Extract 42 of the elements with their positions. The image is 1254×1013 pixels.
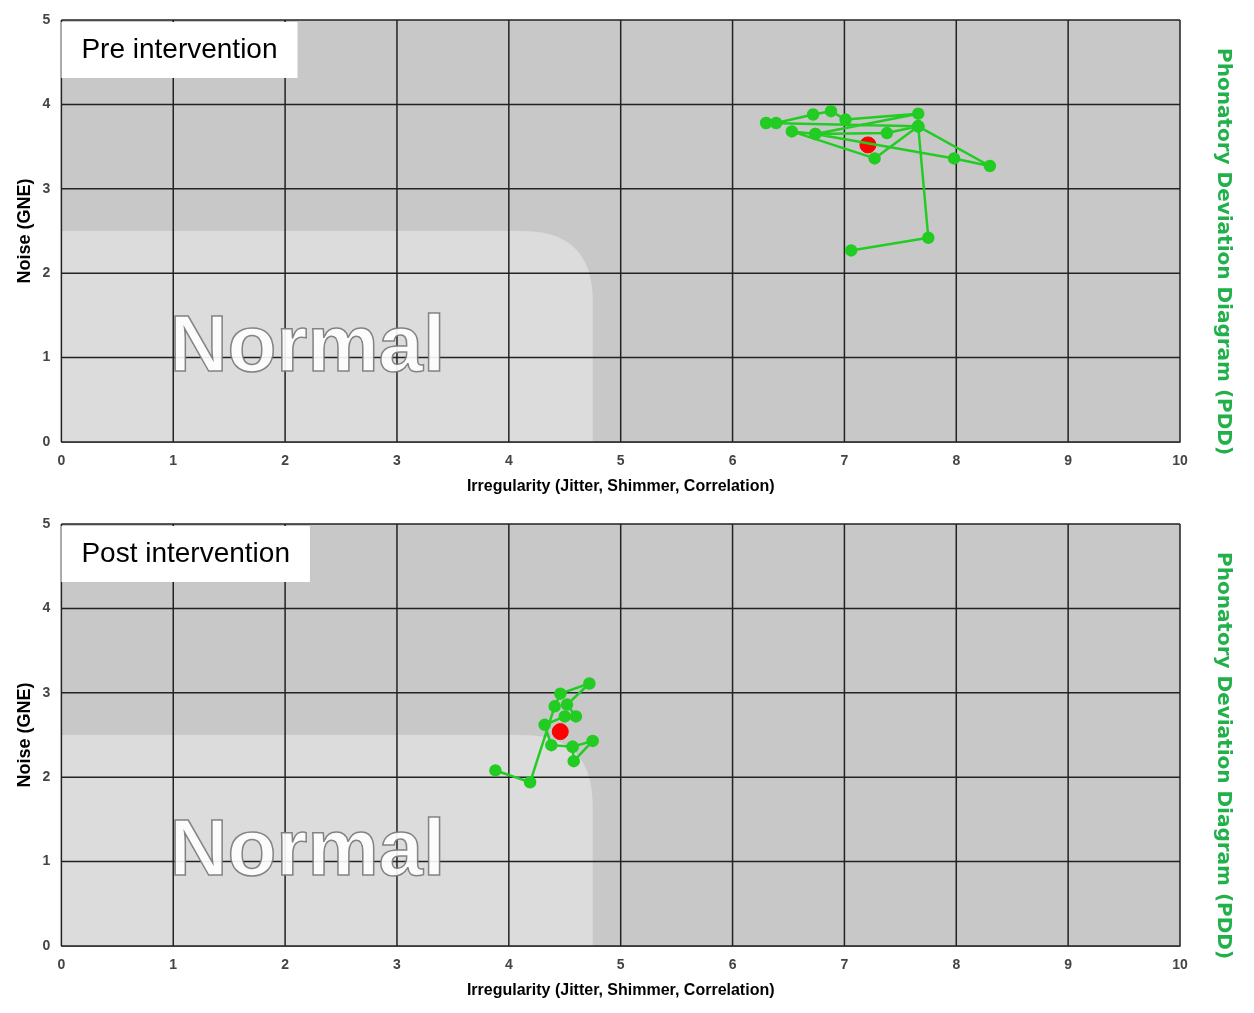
x-tick-label: 10 xyxy=(1172,956,1188,973)
x-tick-label: 0 xyxy=(57,956,66,973)
y-tick-label: 5 xyxy=(42,10,51,27)
y-tick-label: 5 xyxy=(42,514,51,531)
y-tick-label: 4 xyxy=(42,95,51,112)
x-tick-label: 6 xyxy=(728,452,737,469)
y-tick-label: 0 xyxy=(42,432,51,449)
y-tick-label: 1 xyxy=(42,852,51,869)
x-tick-label: 7 xyxy=(840,452,849,469)
y2-axis-title: Phonatory Deviation Diagram (PDD) xyxy=(1213,552,1237,960)
x-tick-label: 8 xyxy=(952,452,961,469)
x-tick-label: 3 xyxy=(393,956,402,973)
y-tick-label: 4 xyxy=(42,599,51,616)
y-tick-label: 1 xyxy=(42,348,51,365)
x-tick-label: 5 xyxy=(616,956,625,973)
y-tick-label: 3 xyxy=(42,179,51,196)
x-tick-label: 9 xyxy=(1064,452,1073,469)
x-tick-label: 5 xyxy=(616,452,625,469)
x-tick-label: 2 xyxy=(281,956,290,973)
x-tick-label: 9 xyxy=(1064,956,1073,973)
x-tick-label: 1 xyxy=(169,956,178,973)
y-tick-label: 0 xyxy=(42,936,51,953)
x-tick-label: 0 xyxy=(57,452,66,469)
x-axis-title: Irregularity (Jitter, Shimmer, Correlation) xyxy=(466,980,775,998)
y-axis-title: Noise (GNE) xyxy=(13,178,34,284)
x-tick-label: 2 xyxy=(281,452,290,469)
text: Pre intervention xyxy=(81,32,278,64)
x-tick-label: 7 xyxy=(840,956,849,973)
x-tick-label: 4 xyxy=(504,956,513,973)
x-tick-label: 6 xyxy=(728,956,737,973)
y-axis-title: Noise (GNE) xyxy=(13,682,34,788)
x-axis-title: Irregularity (Jitter, Shimmer, Correlation) xyxy=(466,476,775,494)
x-tick-label: 4 xyxy=(504,452,513,469)
x-tick-label: 10 xyxy=(1172,452,1188,469)
x-tick-label: 8 xyxy=(952,956,961,973)
y-tick-label: 2 xyxy=(42,264,51,281)
x-tick-label: 3 xyxy=(393,452,402,469)
y-tick-label: 2 xyxy=(42,768,51,785)
y2-axis-title: Phonatory Deviation Diagram (PDD) xyxy=(1213,48,1237,456)
text: Post intervention xyxy=(81,536,290,568)
y-tick-label: 3 xyxy=(42,683,51,700)
x-tick-label: 1 xyxy=(169,452,178,469)
